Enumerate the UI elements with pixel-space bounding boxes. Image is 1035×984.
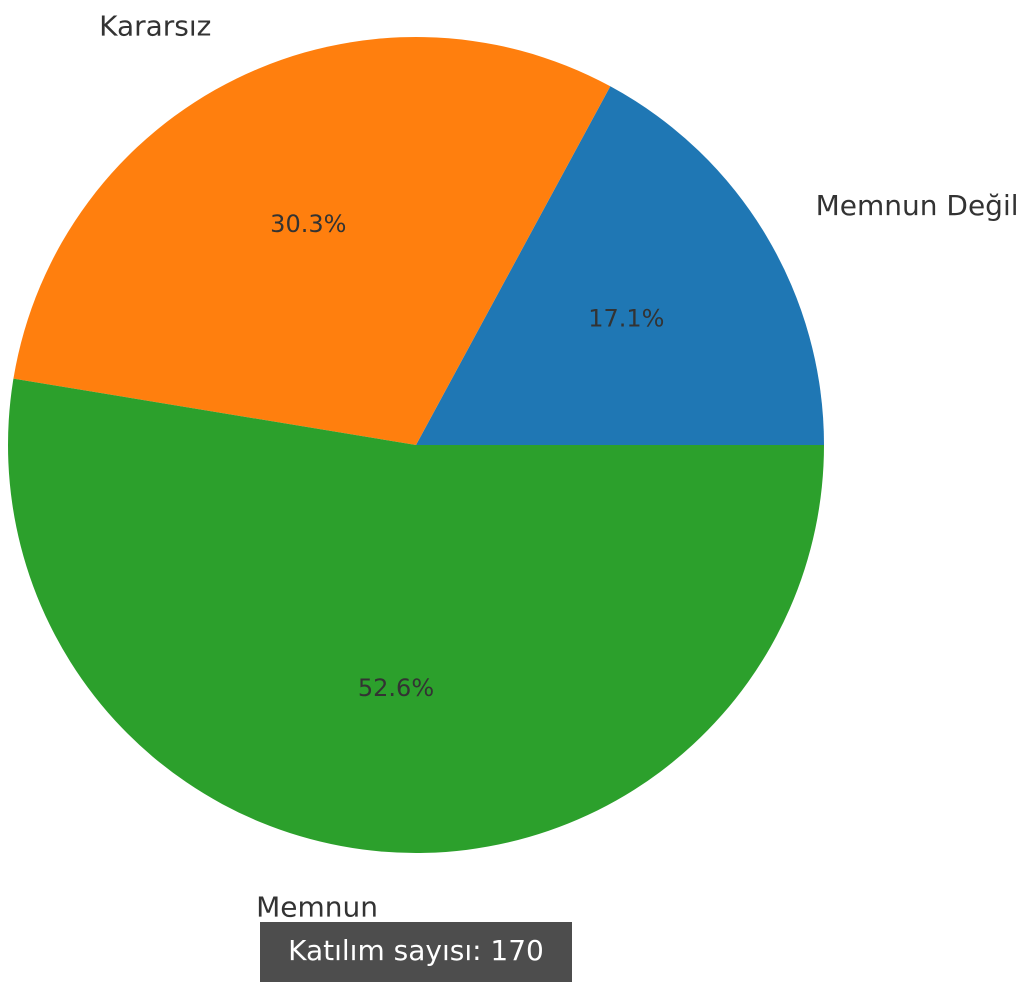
value-label: 52.6% bbox=[358, 674, 434, 702]
pie-slice bbox=[13, 37, 611, 446]
value-label: 17.1% bbox=[588, 305, 664, 333]
pie-slice bbox=[416, 86, 824, 445]
annotation-box bbox=[260, 922, 572, 982]
pie-slice bbox=[8, 378, 825, 853]
category-label: Kararsız bbox=[99, 9, 211, 42]
category-label: Memnun Değil bbox=[816, 189, 1019, 222]
value-label: 30.3% bbox=[270, 210, 346, 238]
category-label: Memnun bbox=[256, 891, 378, 924]
annotation: Katılım sayısı: 170 bbox=[288, 934, 544, 967]
